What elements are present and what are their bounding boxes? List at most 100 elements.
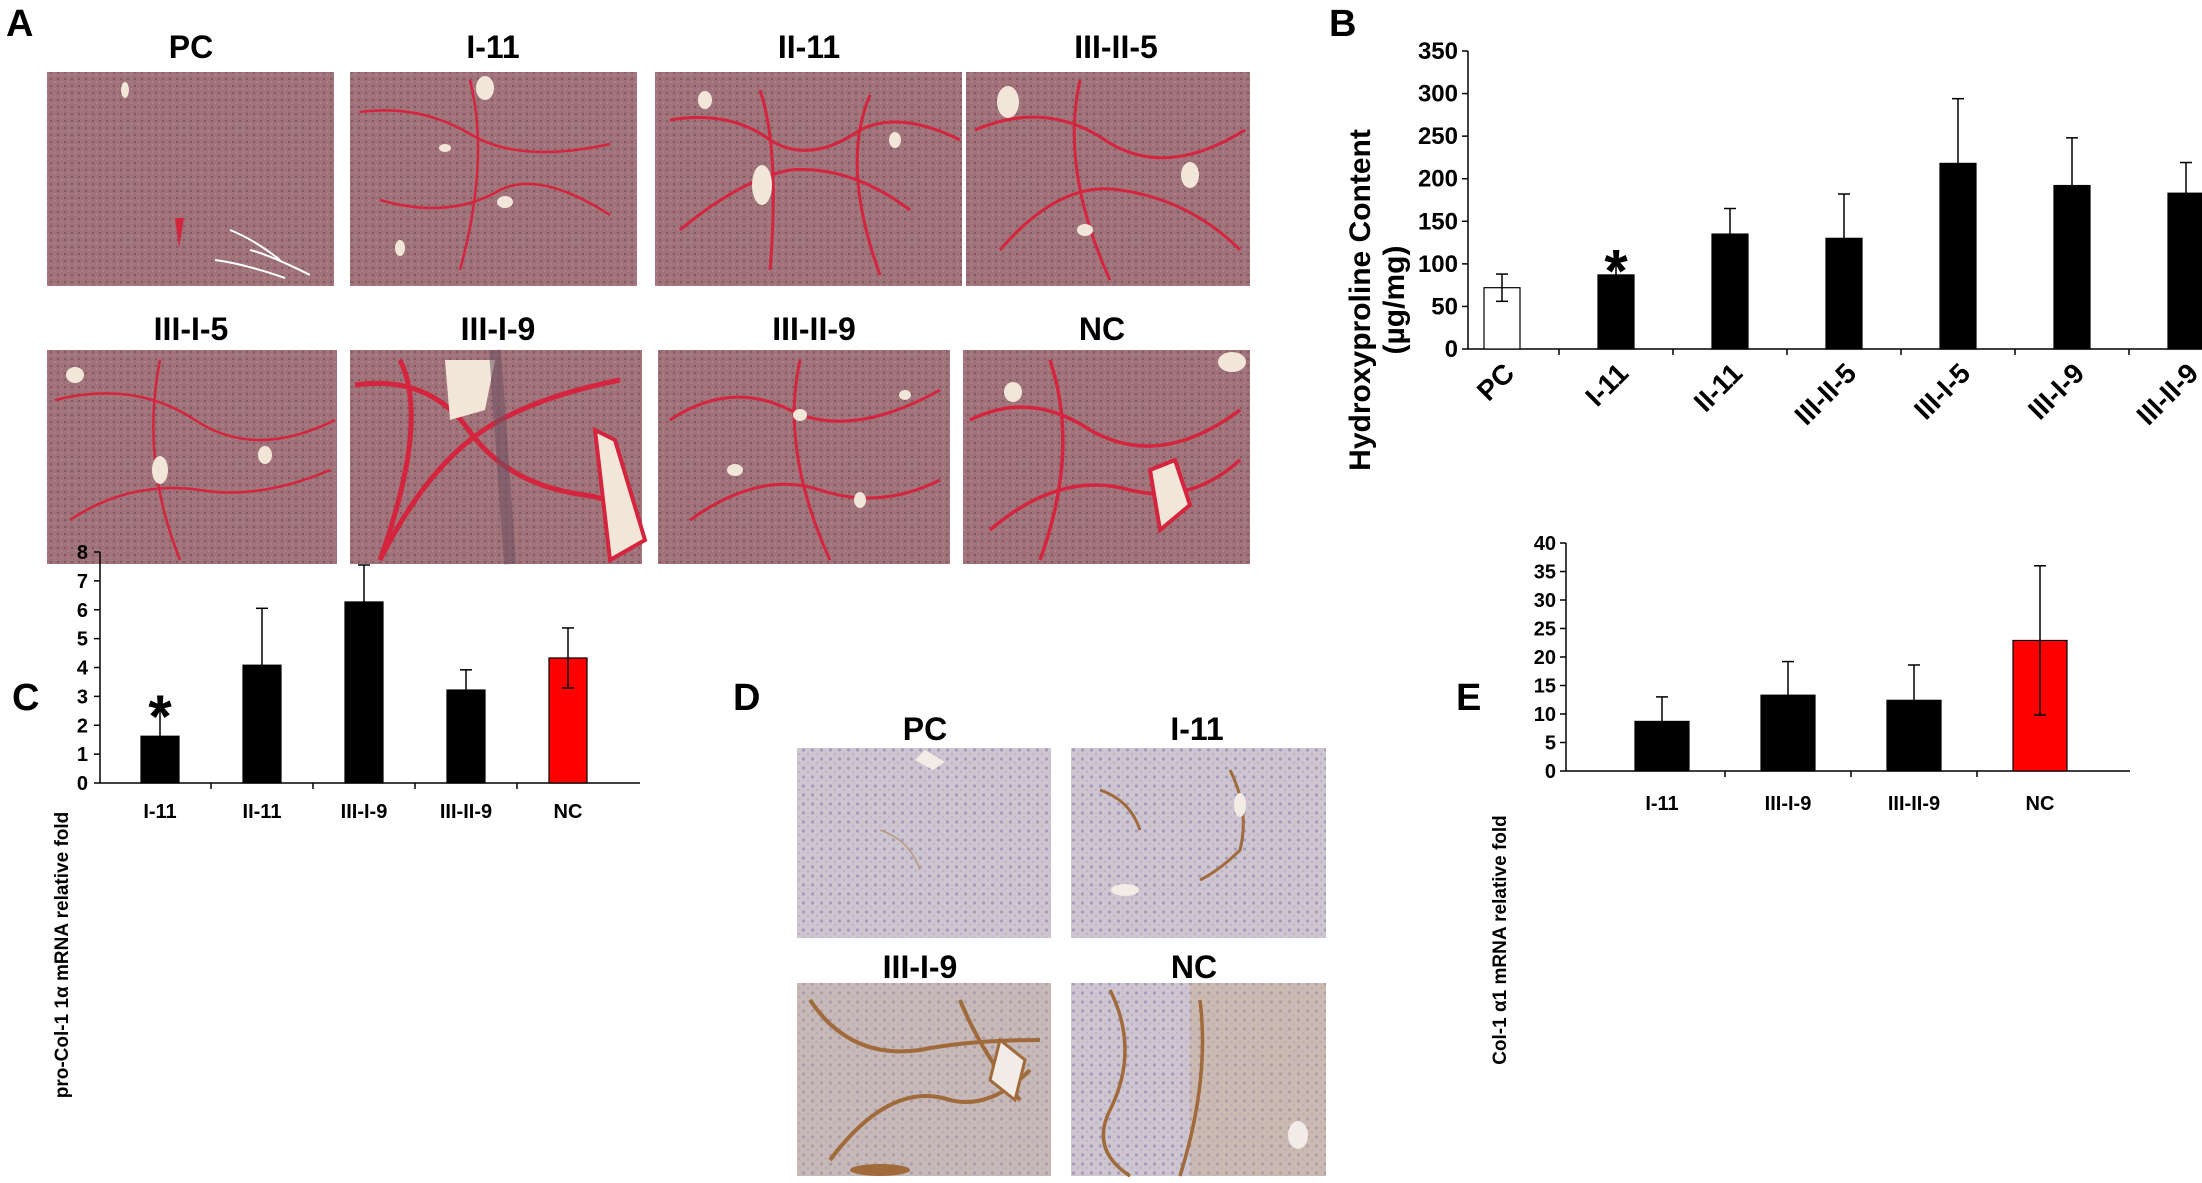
chart-b-category-label: III-II-9 [2131,357,2202,431]
chart-e-ytick-label: 0 [1545,761,1556,783]
panel-a-title-4: III-II-5 [1074,29,1158,65]
micrograph-a-iii-ii-9 [658,350,950,564]
chart-b-category-label: PC [1471,357,1520,406]
chart-c-ytick-label: 3 [77,686,88,708]
chart-c-error-bar [358,564,370,640]
chart-e-ytick-label: 20 [1534,647,1556,669]
chart-c-ytick-label: 7 [77,571,88,593]
chart-b-ylabel-line2: (µg/mg) [1378,246,1411,355]
chart-c-ytick-label: 6 [77,600,88,622]
panel-d-title-4: NC [1171,949,1217,985]
chart-c-category-label: I-11 [143,801,176,823]
chart-b-ytick-label: 350 [1418,38,1458,65]
chart-b-error-bar [1496,273,1508,303]
chart-e-ytick-label: 30 [1534,590,1556,612]
chart-c-significance-star: * [148,683,172,750]
chart-b-ytick-label: 50 [1431,293,1458,320]
chart-c: pro-Col-1 1α mRNA relative fold 0 1 2 3 4 5 6 7… [52,542,640,1098]
chart-e-ytick-label: 10 [1534,704,1556,726]
micrograph-d-i11 [1071,748,1326,938]
micrograph-a-i11 [350,72,637,286]
panel-letter-d: D [733,677,760,719]
panel-letter-e: E [1456,677,1481,719]
panel-letter-a: A [6,3,33,45]
chart-c-error-bar [154,710,166,763]
chart-e-category-label: NC [2026,793,2055,815]
chart-c-ytick-label: 4 [77,658,89,680]
micrograph-a-ii11 [655,72,962,286]
chart-e-category-label: III-II-9 [1888,793,1940,815]
micrograph-a-nc [963,350,1250,564]
chart-b-error-bar [1952,97,1964,229]
chart-c-ytick-label: 5 [77,629,88,651]
chart-c-error-bar [460,669,472,711]
chart-b-category-label: II-11 [1688,357,1748,417]
chart-b: Hydroxyproline Content (µg/mg) 0 50 100 150… [1344,38,2202,471]
chart-b-error-bar [2180,161,2192,225]
chart-e-ylabel: Col-1 α1 mRNA relative fold [1490,815,1511,1065]
chart-c-ytick-label: 2 [77,715,88,737]
chart-b-category-label: III-II-5 [1789,357,1863,431]
chart-c-error-bar [256,607,268,723]
chart-e-category-label: I-11 [1645,793,1678,815]
chart-c-category-label: NC [554,801,583,823]
panel-a-title-1: PC [169,29,213,65]
chart-b-ytick-label: 0 [1445,336,1458,363]
micrograph-d-pc [797,748,1051,938]
chart-c-category-label: III-II-9 [440,801,492,823]
chart-b-ytick-label: 100 [1418,251,1458,278]
chart-b-error-bar [1838,193,1850,284]
chart-b-significance-star: * [1604,238,1628,305]
panel-letter-c: C [12,677,39,719]
chart-c-ytick-label: 1 [77,744,88,766]
chart-e-ytick-label: 15 [1534,676,1556,698]
chart-b-category-label: III-I-9 [2022,357,2090,425]
micrograph-a-iii-i-9 [350,349,648,565]
panel-a-title-8: NC [1079,311,1125,347]
micrograph-d-nc [1071,983,1326,1178]
panel-d-title-1: PC [903,711,947,747]
micrograph-a-pc [47,72,334,286]
chart-b-error-bar [1610,264,1622,286]
panel-a-title-6: III-I-9 [461,311,536,347]
chart-e-ytick-label: 5 [1545,733,1556,755]
chart-b-ytick-label: 250 [1418,123,1458,150]
chart-e-category-label: III-I-9 [1765,793,1812,815]
panel-a-title-2: I-11 [466,29,519,65]
chart-c-category-label: III-I-9 [341,801,388,823]
panel-d-title-3: III-I-9 [883,949,958,985]
micrograph-d-iii-i-9 [797,983,1051,1176]
chart-c-category-label: II-11 [243,801,282,823]
chart-b-ytick-label: 200 [1418,166,1458,193]
chart-e-ytick-label: 25 [1534,619,1556,641]
micrograph-a-iii-i-5 [47,350,337,564]
chart-c-ytick-label: 0 [77,773,88,795]
chart-c-ylabel: pro-Col-1 1α mRNA relative fold [52,812,73,1099]
chart-e-error-bar [1656,696,1668,747]
chart-e-error-bar [1782,660,1794,730]
panel-a-title-3: II-11 [778,29,840,65]
chart-b-ytick-label: 150 [1418,208,1458,235]
chart-b-ytick-label: 300 [1418,81,1458,108]
micrograph-a-iii-ii-5 [966,72,1250,286]
chart-b-category-label: III-I-5 [1908,357,1976,425]
chart-b-error-bar [2066,137,2078,234]
chart-b-ylabel-line1: Hydroxyproline Content [1344,129,1377,471]
chart-e-ytick-label: 35 [1534,562,1556,584]
chart-c-ytick-label: 8 [77,542,88,564]
chart-b-ylabel: Hydroxyproline Content (µg/mg) [1344,129,1411,471]
panel-a-title-7: III-II-9 [772,311,856,347]
chart-e-error-bar [1908,664,1920,737]
panel-d-title-2: I-11 [1170,711,1223,747]
chart-c-error-bar [562,627,574,689]
chart-e-error-bar [2034,565,2046,716]
chart-c-bar [548,657,588,784]
chart-e-ytick-label: 40 [1534,533,1556,555]
chart-b-error-bar [1724,207,1736,261]
panel-letter-b: B [1329,3,1356,45]
panel-a-title-5: III-I-5 [154,311,229,347]
chart-e: Col-1 α1 mRNA relative fold 0 5 10 15 20 25 30… [1490,533,2130,1065]
chart-b-category-label: I-11 [1579,357,1634,412]
